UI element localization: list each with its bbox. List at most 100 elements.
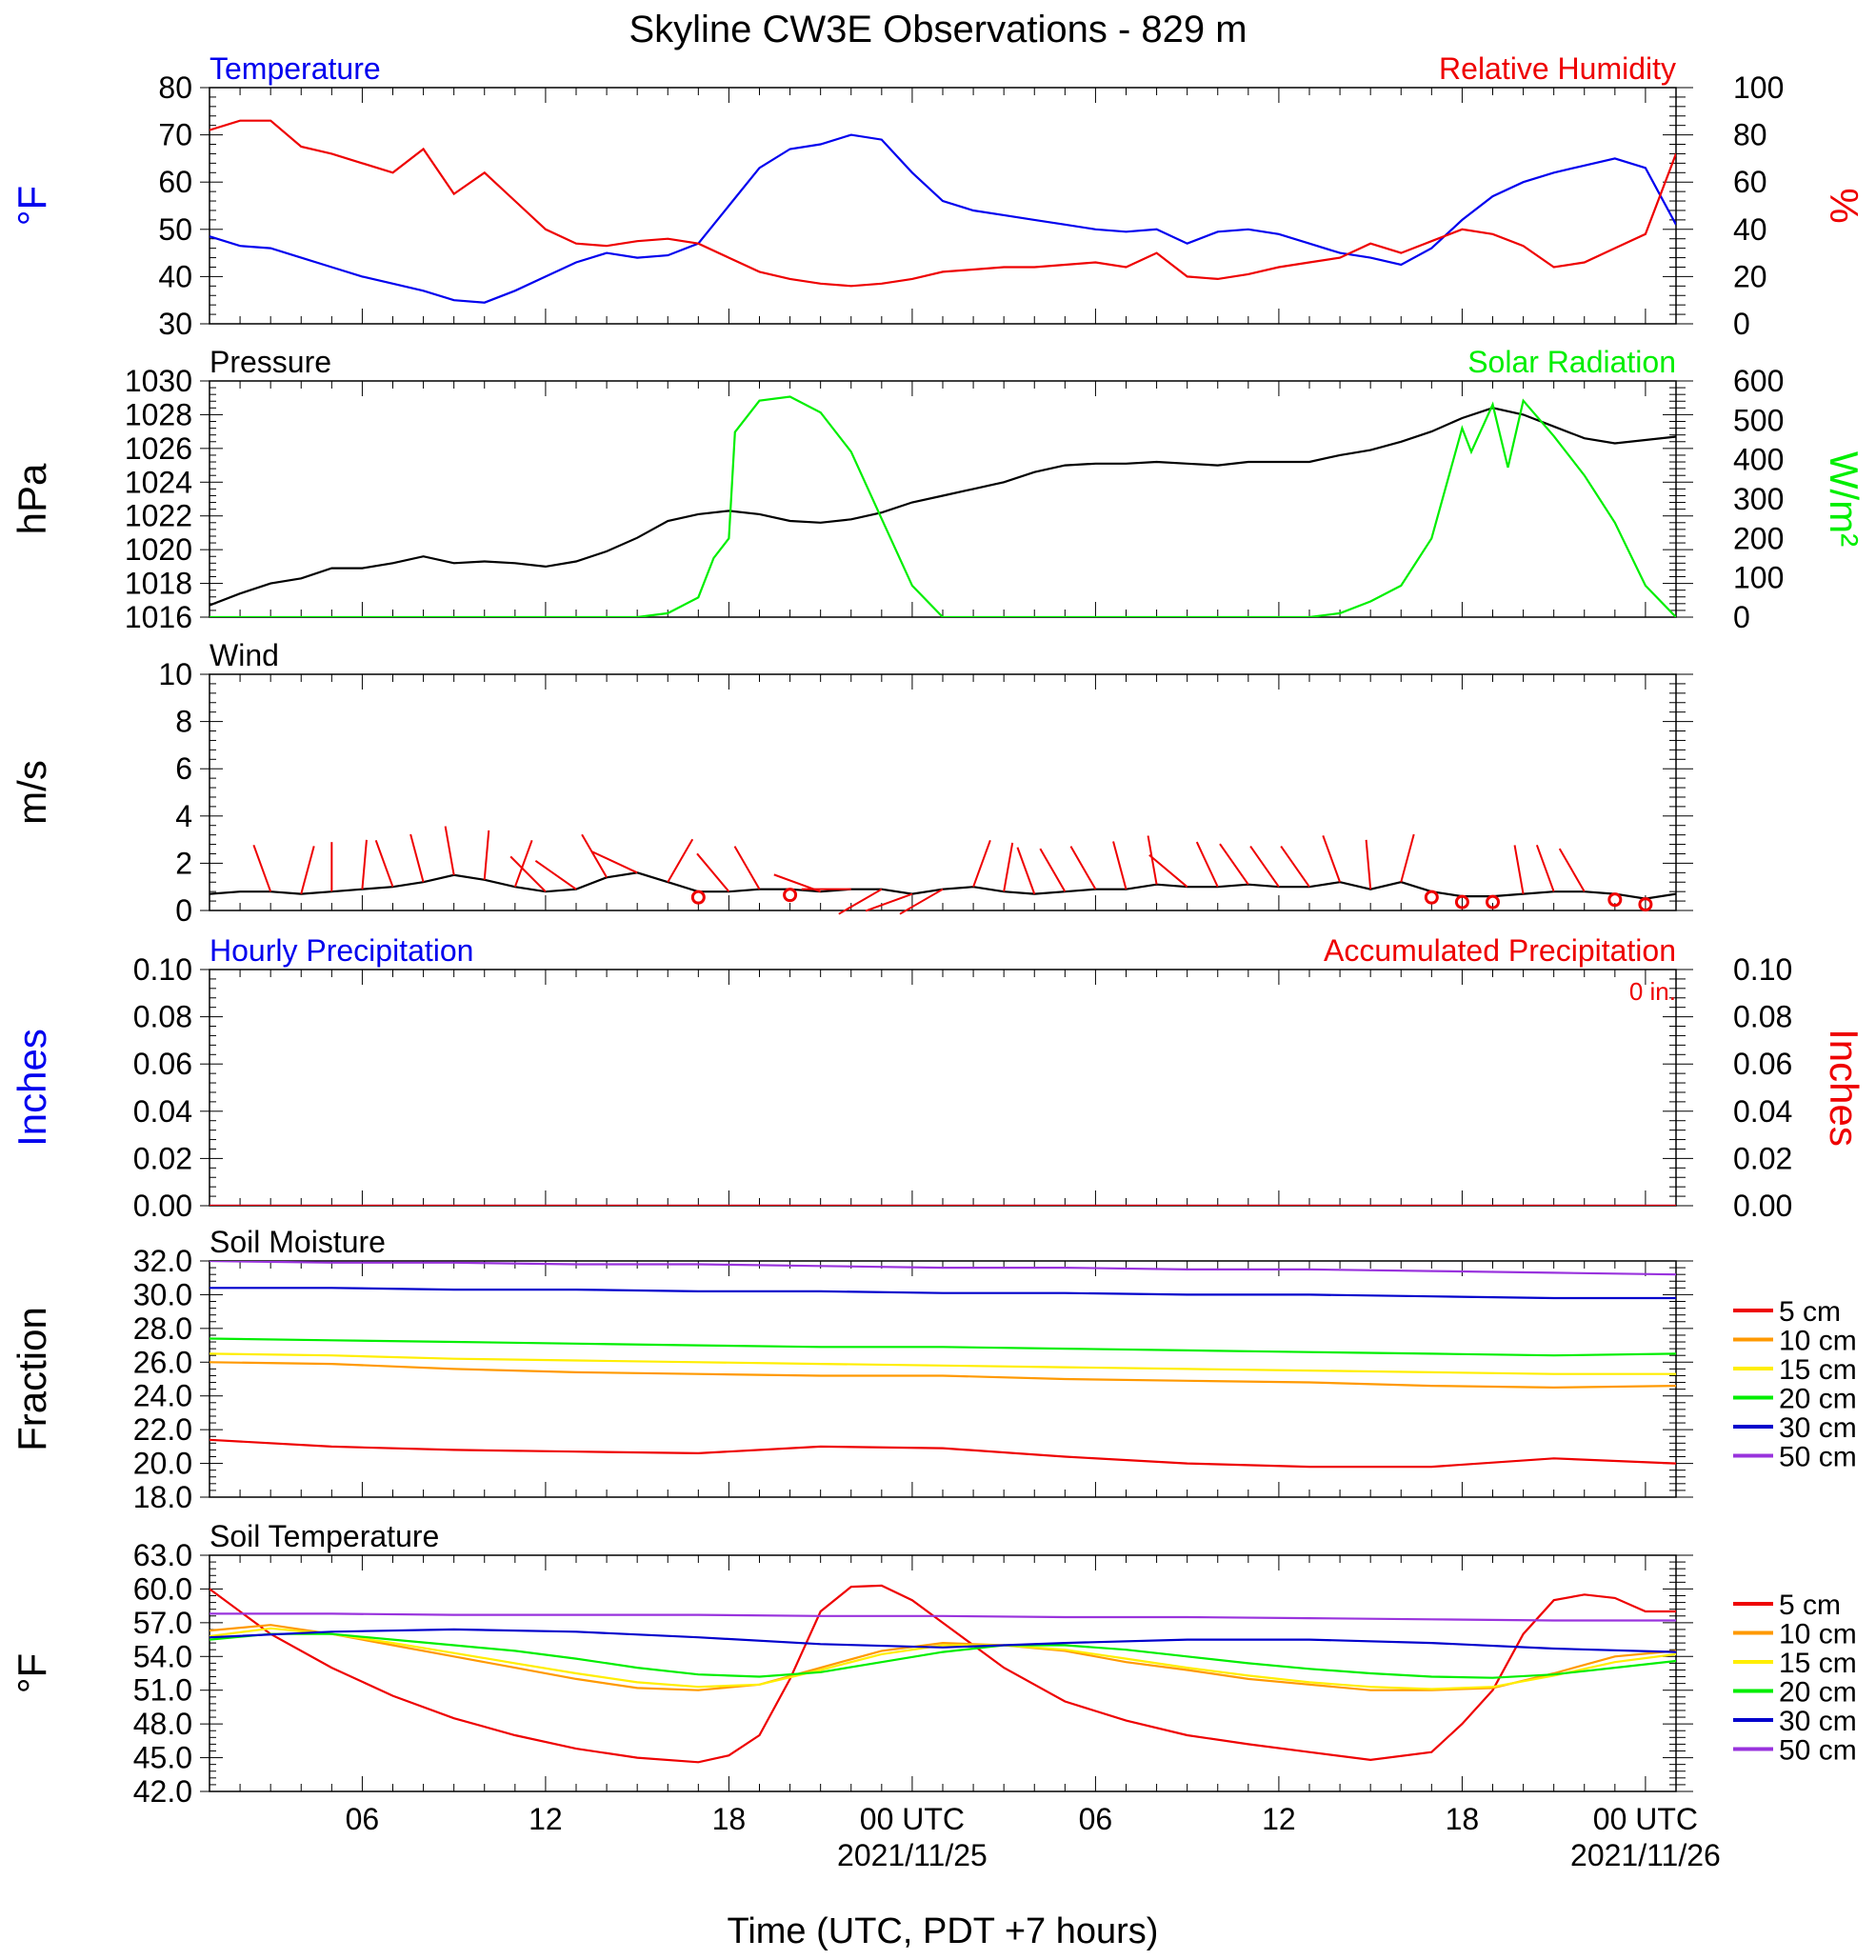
y-tick-label-left: 28.0 xyxy=(133,1311,192,1346)
y-tick-label-right: 200 xyxy=(1733,521,1784,555)
series-line-20-cm xyxy=(210,1337,1676,1357)
y-tick-label-right: 0.06 xyxy=(1733,1047,1792,1081)
legend-label: 10 cm xyxy=(1779,1619,1857,1650)
y-tick-label-left: 30 xyxy=(158,307,192,341)
y-tick-label-left: 1018 xyxy=(125,567,192,601)
y-tick-label-left: 60.0 xyxy=(133,1571,192,1606)
y-tick-label-left: 1024 xyxy=(125,465,192,499)
y-tick-label-right: 0.02 xyxy=(1733,1141,1792,1175)
wind-barb xyxy=(513,839,533,888)
y-tick-label-left: 50 xyxy=(158,212,192,247)
y-tick-label-right: 100 xyxy=(1733,70,1784,105)
y-tick-label-left: 32.0 xyxy=(133,1244,192,1278)
legend-label: 20 cm xyxy=(1779,1677,1857,1709)
y-tick-label-left: 1026 xyxy=(125,431,192,466)
y-tick-label-right: 80 xyxy=(1733,118,1767,152)
series-line-20-cm xyxy=(210,1632,1676,1679)
y-unit-right: % xyxy=(1822,188,1866,223)
wind-barb xyxy=(1016,847,1036,894)
y-tick-label-left: 22.0 xyxy=(133,1412,192,1447)
x-tick-label: 18 xyxy=(1446,1802,1480,1836)
x-tick-label: 12 xyxy=(1262,1802,1296,1836)
y-tick-label-left: 48.0 xyxy=(133,1707,192,1741)
y-tick-label-left: 1030 xyxy=(125,364,192,398)
wind-barb xyxy=(1558,848,1586,892)
y-tick-label-right: 0 xyxy=(1733,307,1750,341)
legend-label: 15 cm xyxy=(1779,1648,1857,1679)
wind-barb xyxy=(1280,846,1310,888)
wind-barb-calm xyxy=(1486,894,1500,910)
series-line-solar-radiation xyxy=(210,395,1676,617)
y-tick-label-left: 6 xyxy=(175,751,192,786)
wind-barb xyxy=(1003,842,1014,892)
y-unit-left: °F xyxy=(10,186,54,226)
series-line-15-cm xyxy=(210,1627,1676,1690)
panel-label-left: Temperature xyxy=(210,51,381,86)
wind-barb xyxy=(1039,848,1067,892)
y-tick-label-right: 0.00 xyxy=(1733,1189,1792,1223)
y-tick-label-left: 0.02 xyxy=(133,1141,192,1175)
wind-barb xyxy=(1148,854,1188,888)
panel-frame xyxy=(209,87,1677,325)
y-unit-left: Fraction xyxy=(10,1307,54,1451)
x-tick-label: 06 xyxy=(346,1802,380,1836)
y-tick-label-left: 80 xyxy=(158,70,192,105)
wind-barb xyxy=(483,830,490,880)
y-tick-label-left: 60 xyxy=(158,165,192,199)
legend-label: 15 cm xyxy=(1779,1354,1857,1386)
wind-barb-calm xyxy=(1454,894,1469,910)
series-line-30-cm xyxy=(210,1628,1676,1653)
y-tick-label-right: 40 xyxy=(1733,212,1767,247)
legend-label: 30 cm xyxy=(1779,1412,1857,1444)
series-line-15-cm xyxy=(210,1352,1676,1375)
legend-label: 30 cm xyxy=(1779,1706,1857,1737)
series-line-temperature xyxy=(210,133,1676,304)
y-tick-label-left: 63.0 xyxy=(133,1538,192,1572)
series-line-wind xyxy=(210,871,1676,900)
x-tick-label: 06 xyxy=(1079,1802,1113,1836)
wind-barb xyxy=(733,846,761,890)
y-unit-left: °F xyxy=(10,1653,54,1693)
y-tick-label-left: 42.0 xyxy=(133,1774,192,1809)
legend-label: 20 cm xyxy=(1779,1384,1857,1415)
wind-barb xyxy=(972,839,991,888)
y-tick-label-right: 0.04 xyxy=(1733,1094,1792,1129)
y-tick-label-left: 54.0 xyxy=(133,1639,192,1673)
panel-label-right: Relative Humidity xyxy=(1439,51,1676,86)
accum-total: 0 in. xyxy=(1629,977,1676,1006)
y-tick-label-right: 0 xyxy=(1733,600,1750,634)
series-line-relative-humidity xyxy=(210,119,1676,288)
wind-barb xyxy=(1147,835,1158,885)
legend-label: 5 cm xyxy=(1779,1296,1841,1328)
y-tick-label-left: 1020 xyxy=(125,532,192,567)
panel-soil-moisture: 18.020.022.024.026.028.030.032.0 Soil Moi… xyxy=(10,1225,1693,1514)
y-tick-label-left: 20.0 xyxy=(133,1447,192,1481)
y-tick-label-left: 8 xyxy=(175,705,192,739)
y-tick-label-left: 2 xyxy=(175,846,192,880)
wind-barb xyxy=(591,850,638,874)
series-line-5-cm xyxy=(210,1438,1676,1469)
y-tick-label-right: 100 xyxy=(1733,561,1784,595)
wind-barb-calm xyxy=(1607,892,1623,908)
wind-barb-calm xyxy=(1638,897,1653,912)
panel-label-left: Soil Temperature xyxy=(210,1519,439,1553)
y-tick-label-right: 0.08 xyxy=(1733,1000,1792,1034)
wind-barb xyxy=(667,838,694,883)
x-tick-label: 00 UTC xyxy=(1593,1802,1698,1836)
y-tick-label-left: 57.0 xyxy=(133,1606,192,1640)
y-tick-label-right: 0.10 xyxy=(1733,952,1792,987)
y-tick-label-right: 400 xyxy=(1733,443,1784,477)
y-tick-label-left: 0.10 xyxy=(133,952,192,987)
wind-barb xyxy=(1513,845,1525,894)
y-unit-left: m/s xyxy=(10,760,54,825)
panel-soil-temperature: 42.045.048.051.054.057.060.063.0 Soil Tem… xyxy=(10,1519,1693,1809)
panel-label-left: Pressure xyxy=(210,345,331,379)
panel-label-left: Soil Moisture xyxy=(210,1225,386,1259)
legend-label: 50 cm xyxy=(1779,1442,1857,1473)
wind-barb-calm xyxy=(783,888,798,903)
y-tick-label-right: 20 xyxy=(1733,259,1767,293)
wind-barb xyxy=(1219,843,1249,886)
x-tick-date: 2021/11/25 xyxy=(837,1838,988,1872)
y-tick-label-left: 0.04 xyxy=(133,1094,192,1129)
